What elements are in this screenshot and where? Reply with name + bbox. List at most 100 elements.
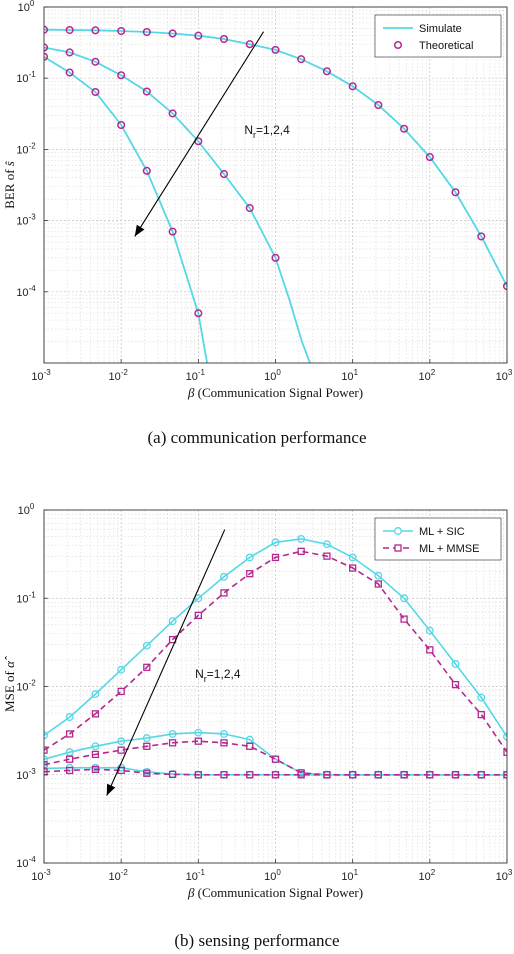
data-point (477, 710, 485, 719)
x-tick-label: 10-3 (31, 868, 51, 883)
data-point (220, 589, 228, 597)
data-point (219, 34, 229, 44)
data-point (65, 48, 74, 57)
data-point (246, 771, 254, 779)
annotation-label: Nr=1,2,4 (195, 667, 241, 684)
data-point (194, 611, 202, 620)
data-point (246, 742, 254, 750)
data-point (400, 124, 409, 133)
data-point (451, 660, 460, 668)
data-point (426, 771, 434, 779)
y-tick-label: 10-1 (16, 590, 36, 605)
data-point (271, 538, 280, 547)
legend-box (374, 517, 502, 561)
series-line (44, 768, 507, 776)
plot-area (44, 534, 507, 779)
data-point (349, 771, 357, 779)
data-point (65, 68, 74, 77)
data-point (220, 739, 228, 747)
data-point (66, 766, 74, 775)
x-tick-label: 10-1 (186, 868, 206, 883)
data-point (91, 710, 100, 718)
data-point (142, 734, 151, 743)
grid (44, 510, 507, 863)
data-point (374, 571, 383, 580)
x-tick-label: 101 (341, 368, 358, 383)
series-line (44, 538, 507, 738)
annotation-arrowhead (106, 783, 116, 796)
y-tick-label: 10-4 (16, 855, 36, 870)
data-point (219, 170, 229, 179)
data-point (142, 87, 151, 96)
legend-marker (394, 527, 402, 535)
data-point (117, 737, 126, 746)
data-point (194, 309, 203, 318)
data-point (142, 166, 151, 175)
data-point (194, 31, 203, 40)
x-tick-label: 103 (496, 368, 513, 383)
legend-label: Simulate (419, 23, 462, 35)
y-tick-label: 100 (18, 502, 35, 517)
data-point (400, 594, 409, 603)
data-point (194, 594, 203, 603)
legend-label: ML + SIC (419, 526, 465, 538)
data-point (117, 665, 126, 674)
data-point (117, 746, 125, 754)
legend: ML + SIC ML + MMSE (374, 517, 502, 561)
data-point (322, 67, 331, 76)
data-point (477, 232, 486, 241)
data-point (477, 693, 486, 702)
data-point (143, 769, 151, 777)
data-point (168, 617, 177, 626)
y-tick-label: 100 (18, 0, 35, 14)
x-tick-label: 101 (341, 868, 358, 883)
data-point (117, 120, 126, 130)
data-point (194, 737, 202, 745)
data-point (194, 728, 203, 737)
data-point (297, 771, 305, 779)
mse-chart: 10-3 10-2 10-1 100 101 102 10310-410-310-210-1… (2, 502, 513, 900)
data-point (426, 646, 434, 654)
data-point (66, 730, 74, 738)
series-line (44, 550, 507, 753)
data-point (246, 570, 254, 578)
data-point (44, 746, 48, 754)
data-point (477, 771, 485, 779)
series-line-nr2 (44, 46, 311, 363)
data-point (451, 188, 460, 197)
legend-marker (394, 544, 402, 552)
data-point (142, 641, 151, 650)
data-point (451, 680, 460, 689)
data-point (91, 765, 100, 774)
x-tick-label: 10-2 (108, 368, 128, 383)
data-point (349, 564, 357, 572)
y-axis-label: MSE of α̂ (2, 656, 17, 712)
data-point (502, 282, 507, 291)
data-point (91, 750, 100, 759)
data-point (297, 55, 306, 64)
data-point (168, 729, 177, 738)
data-point (117, 71, 126, 80)
data-point (245, 40, 254, 49)
data-point (220, 771, 228, 779)
data-point (374, 580, 382, 588)
data-point (323, 552, 331, 560)
data-point (91, 26, 100, 35)
data-point (142, 27, 151, 37)
data-point (374, 771, 382, 779)
caption-a: (a) communication performance (147, 428, 366, 447)
data-point (451, 771, 460, 779)
data-point (400, 771, 408, 779)
x-tick-label: 102 (418, 868, 435, 883)
data-point (168, 227, 177, 236)
caption-b: (b) sensing performance (174, 931, 339, 950)
data-point (297, 547, 305, 555)
data-point (168, 770, 177, 779)
data-point (91, 742, 100, 751)
data-point (400, 615, 408, 623)
data-point (65, 25, 74, 35)
grid (44, 7, 507, 363)
data-point (503, 732, 507, 741)
y-axis-label: BER of ŝ (2, 160, 17, 209)
